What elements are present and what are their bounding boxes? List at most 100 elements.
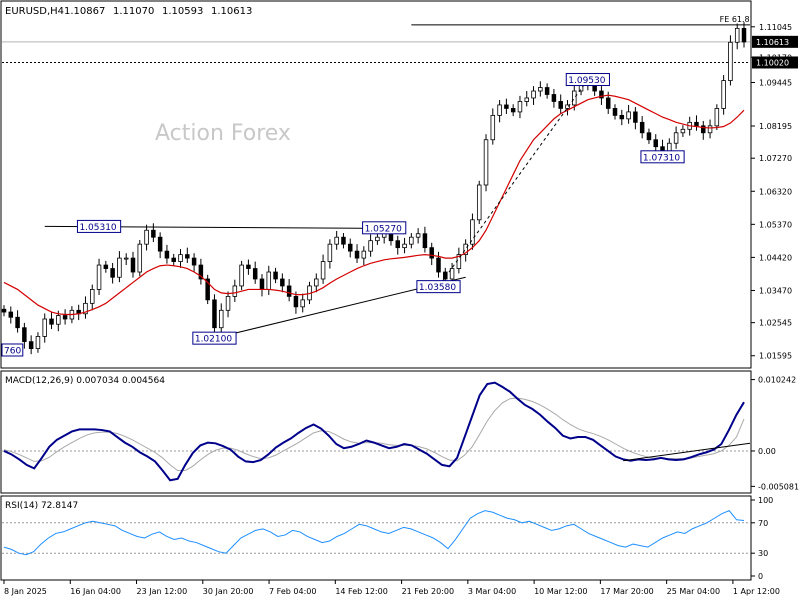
candle-body — [62, 315, 68, 320]
candle-body — [103, 264, 109, 269]
candle-body — [497, 104, 502, 116]
macd-pane[interactable] — [0, 370, 752, 494]
ohlc-close: 1.10613 — [211, 6, 252, 17]
price-annotation-box — [640, 150, 685, 164]
candle-body — [327, 243, 333, 262]
candle-body — [320, 261, 326, 280]
candle-body — [490, 114, 496, 141]
macd-tick-label: 0.010242 — [758, 376, 796, 385]
candle-body — [402, 243, 407, 249]
rsi-title: RSI(14) 72.8147 — [5, 501, 78, 511]
rsi-tick-label: 0 — [758, 572, 763, 581]
time-tick-label: 14 Feb 12:00 — [335, 587, 387, 596]
candle-body — [531, 90, 536, 99]
candle-body — [673, 132, 679, 144]
candle-body — [707, 125, 713, 134]
candle-body — [463, 243, 468, 256]
candle-body — [171, 257, 176, 262]
candle-body — [680, 128, 686, 134]
macd-line — [3, 381, 745, 482]
candle-body — [300, 299, 305, 308]
candle-body — [266, 271, 272, 290]
candle-body — [721, 80, 726, 109]
rsi-tick-label: 70 — [758, 519, 768, 528]
price-annotation-label: 1.09530 — [568, 76, 605, 86]
candle-body — [185, 254, 190, 259]
candle-body — [470, 219, 475, 245]
rsi-pane[interactable] — [0, 495, 752, 581]
candle-body — [422, 233, 428, 249]
candle-body — [395, 240, 401, 249]
time-tick-label: 17 Mar 20:00 — [600, 587, 653, 596]
price-annotation-box — [192, 331, 237, 345]
candle-body — [639, 121, 645, 134]
candle-body — [123, 257, 129, 260]
candle-body — [15, 316, 20, 329]
candle-body — [90, 289, 95, 304]
candle-body — [117, 257, 122, 278]
candle-body — [8, 311, 14, 318]
rsi-line — [3, 510, 745, 556]
price-annotation-box — [362, 221, 407, 235]
candle-body — [694, 121, 699, 127]
price-tick-label: 1.07270 — [759, 154, 792, 163]
fib-label: FE 61.8 — [720, 15, 750, 24]
price-annotation-label: 1.05310 — [79, 223, 116, 233]
ohlc-high: 1.11070 — [113, 6, 154, 17]
price-pane[interactable] — [0, 0, 752, 369]
symbol-label: EURUSD,H4 — [5, 6, 64, 17]
time-tick-label: 3 Mar 04:00 — [468, 587, 516, 596]
candle-body — [273, 271, 278, 280]
candle-body — [164, 250, 170, 259]
projection-line — [438, 79, 589, 287]
candle-body — [633, 111, 638, 123]
time-tick-label: 21 Feb 20:00 — [402, 587, 454, 596]
candle-body — [449, 268, 455, 280]
candle-body — [110, 268, 115, 278]
macd-trendline — [623, 442, 751, 462]
price-annotation-label: 1.02100 — [195, 335, 232, 345]
price-annotation-box — [76, 219, 122, 233]
candle-body — [314, 278, 319, 287]
candle-body — [701, 125, 706, 134]
candle-body — [517, 101, 523, 113]
candle-body — [646, 132, 652, 141]
candle-body — [259, 278, 265, 290]
candle-body — [334, 236, 339, 245]
candle-body — [510, 108, 516, 113]
price-tick-label: 1.01595 — [759, 352, 792, 361]
candle-body — [198, 264, 204, 280]
reference-price-box — [752, 56, 798, 69]
candle-body — [225, 295, 231, 311]
reference-price-label: 1.10020 — [756, 58, 789, 67]
candle-body — [137, 243, 143, 273]
candle-body — [232, 285, 238, 297]
candle-body — [558, 101, 563, 109]
price-annotation-label: 760 — [4, 346, 21, 356]
candle-body — [341, 236, 346, 245]
candle-body — [191, 257, 197, 266]
candle-body — [409, 236, 414, 245]
candle-body — [212, 299, 217, 329]
candle-body — [157, 236, 163, 252]
candle-body — [476, 184, 482, 221]
time-tick-label: 8 Jan 2025 — [4, 587, 47, 596]
candle-body — [544, 87, 550, 95]
price-tick-label: 1.02545 — [759, 319, 792, 328]
candle-body — [218, 309, 224, 329]
price-tick-label: 1.09445 — [759, 78, 792, 87]
candle-body — [504, 104, 509, 109]
rsi-tick-label: 100 — [758, 496, 773, 505]
candle-body — [96, 264, 102, 290]
candle-body — [35, 336, 41, 349]
time-tick-label: 10 Mar 12:00 — [534, 587, 587, 596]
candle-body — [252, 268, 258, 280]
candle-body — [28, 341, 34, 349]
price-tick-label: 1.05370 — [759, 220, 792, 229]
candle-body — [415, 233, 421, 238]
candle-body — [1, 308, 7, 313]
candle-body — [178, 254, 183, 262]
current-price-box — [752, 35, 798, 48]
